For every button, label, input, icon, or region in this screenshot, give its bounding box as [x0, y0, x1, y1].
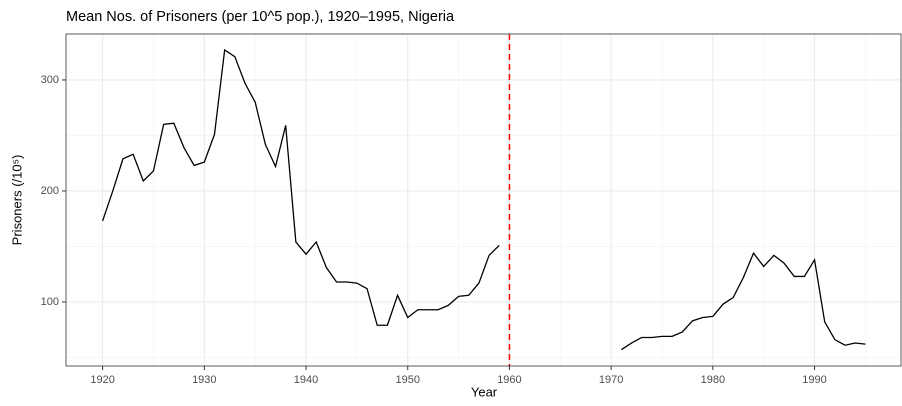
x-tick-label: 1980: [701, 374, 725, 386]
chart-title: Mean Nos. of Prisoners (per 10^5 pop.), …: [66, 9, 455, 25]
panel-border: [65, 33, 902, 367]
y-tick-label: 100: [41, 296, 59, 308]
x-tick-label: 1920: [90, 374, 114, 386]
x-tick-label: 1990: [802, 374, 826, 386]
data-line: [101, 48, 866, 351]
y-tick-label: 300: [41, 74, 59, 86]
y-axis-label: Prisoners (/10⁵): [9, 155, 24, 246]
x-axis-label: Year: [471, 384, 498, 399]
x-tick-label: 1970: [599, 374, 623, 386]
x-tick-label: 1930: [192, 374, 216, 386]
y-tick-label: 200: [41, 185, 59, 197]
x-tick-label: 1940: [294, 374, 318, 386]
x-tick-label: 1960: [497, 374, 521, 386]
x-tick-label: 1950: [395, 374, 419, 386]
